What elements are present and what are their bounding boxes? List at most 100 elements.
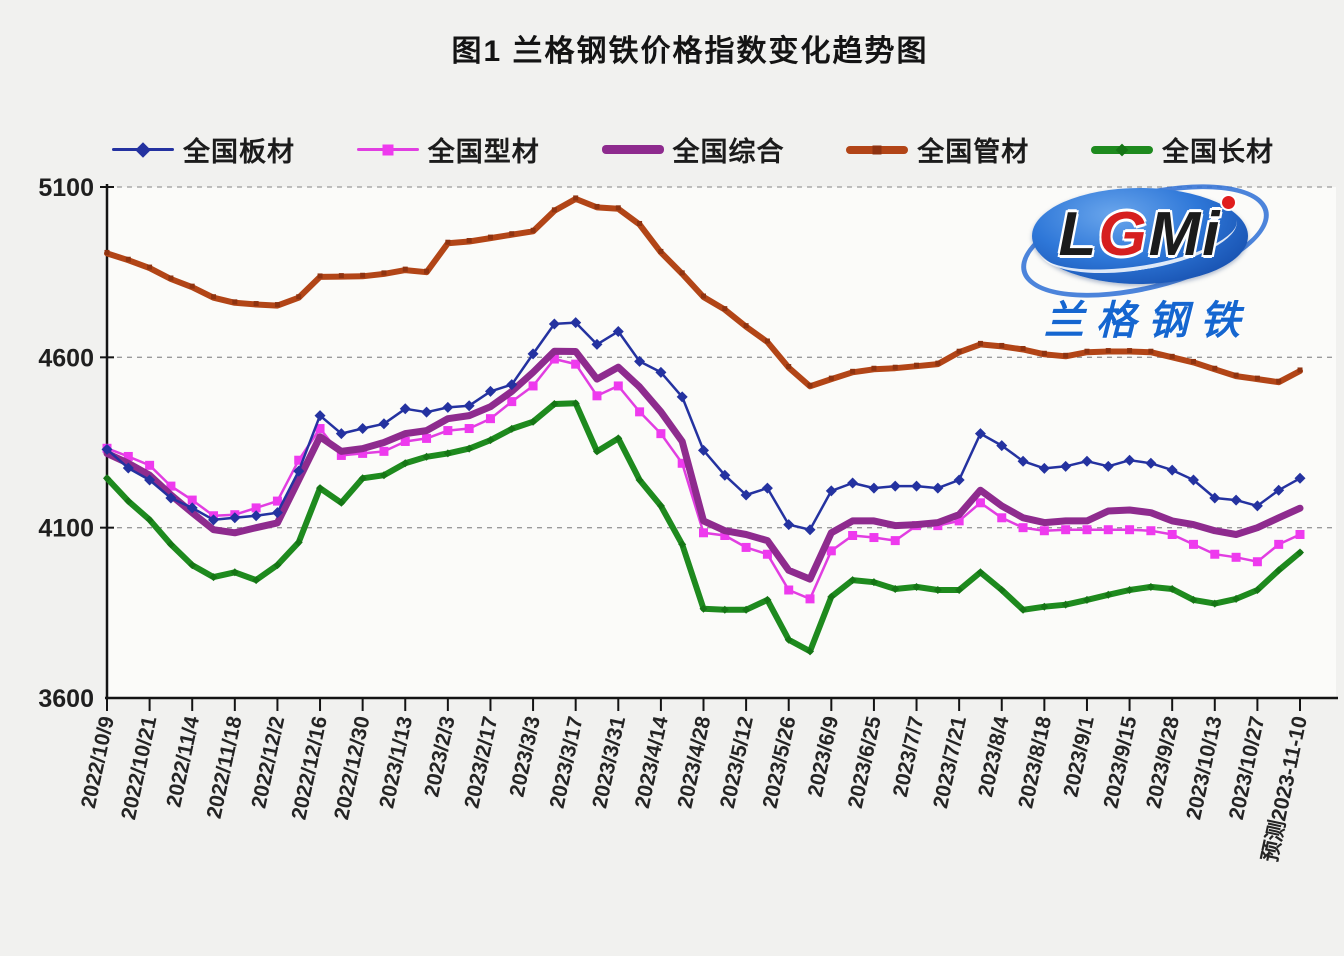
marker-section (805, 594, 815, 604)
marker-section (1295, 529, 1305, 539)
marker-pipe (338, 273, 344, 279)
marker-long (124, 497, 133, 506)
marker-section (635, 407, 645, 417)
marker-plate (612, 325, 624, 337)
legend-label-section: 全国型材 (427, 137, 540, 167)
marker-plate (740, 489, 752, 501)
marker-long (1061, 600, 1070, 609)
marker-long (188, 561, 197, 570)
marker-plate (335, 428, 347, 440)
marker-pipe (296, 294, 302, 300)
marker-pipe (104, 249, 110, 255)
marker-section (336, 450, 346, 460)
marker-plate (357, 423, 369, 435)
marker-plate (932, 482, 944, 494)
marker-section (251, 503, 261, 513)
marker-plate (399, 403, 411, 415)
marker-pipe (871, 365, 877, 371)
legend-label-composite: 全国综合 (672, 137, 785, 167)
marker-plate (591, 338, 603, 350)
legend-item-section: 全国型材 (356, 130, 540, 169)
marker-pipe (573, 195, 579, 201)
x-label-18: 2023/6/25 (844, 714, 886, 810)
marker-pipe (1127, 348, 1133, 354)
marker-pipe (786, 364, 792, 370)
x-label-21: 2023/8/4 (974, 714, 1014, 799)
x-label-0: 2022/10/9 (77, 714, 119, 810)
marker-pipe (168, 275, 174, 281)
marker-plate (527, 348, 539, 360)
marker-long (1210, 599, 1219, 608)
marker-section (784, 585, 794, 595)
marker-plate (144, 474, 156, 486)
x-label-23: 2023/9/1 (1059, 714, 1099, 799)
x-label-10: 2023/3/3 (505, 714, 544, 799)
marker-plate (463, 400, 475, 412)
marker-long (678, 540, 687, 549)
logo-ellipse-icon (1032, 188, 1248, 284)
x-label-25: 2023/9/28 (1142, 714, 1184, 810)
marker-section (166, 481, 176, 491)
marker-section (1210, 549, 1220, 559)
marker-pipe (1233, 372, 1239, 378)
marker-plate (804, 524, 816, 536)
marker-plate (1230, 494, 1242, 506)
marker-long (635, 475, 644, 484)
marker-long (806, 647, 815, 656)
logo-wordmark: LGMi (1032, 198, 1248, 272)
legend: 全国板材 全国型材 全国综合 全国管材 全国长材 (112, 130, 1274, 169)
marker-section (677, 458, 687, 468)
legend-marker-small-square-icon (872, 145, 882, 154)
marker-pipe (1169, 353, 1175, 359)
x-label-16: 2023/5/26 (759, 714, 801, 810)
marker-plate (1017, 455, 1029, 467)
marker-plate (1251, 500, 1263, 512)
marker-long (656, 501, 665, 510)
logo-letter-m: M (1148, 200, 1203, 269)
marker-pipe (658, 248, 664, 254)
marker-long (1189, 595, 1198, 604)
marker-plate (953, 474, 965, 486)
marker-plate (889, 480, 901, 492)
marker-section (507, 397, 517, 407)
marker-long (358, 474, 367, 483)
marker-plate (847, 477, 859, 489)
marker-section (826, 546, 836, 556)
marker-pipe (466, 238, 472, 244)
marker-plate (676, 391, 688, 403)
marker-pipe (1041, 350, 1047, 356)
marker-plate (442, 401, 454, 413)
marker-section (422, 433, 432, 443)
marker-section (741, 542, 751, 552)
marker-long (1253, 586, 1262, 595)
marker-long (1296, 548, 1304, 557)
marker-pipe (402, 266, 408, 272)
marker-pipe (147, 264, 153, 270)
marker-long (1019, 605, 1028, 614)
marker-section (1146, 526, 1156, 536)
marker-plate (548, 318, 560, 330)
series-markers-pipe (104, 195, 1303, 388)
marker-pipe (1148, 348, 1154, 354)
marker-section (762, 549, 772, 559)
marker-long (742, 605, 751, 614)
marker-plate (1209, 492, 1221, 504)
marker-section (954, 516, 964, 526)
marker-long (912, 582, 921, 591)
marker-pipe (274, 302, 280, 308)
marker-long (252, 576, 261, 585)
marker-pipe (232, 299, 238, 305)
marker-long (1146, 582, 1155, 591)
marker-pipe (807, 382, 813, 388)
marker-plate (783, 519, 795, 531)
marker-plate (655, 366, 667, 378)
marker-plate (868, 482, 880, 494)
marker-long (103, 474, 111, 483)
marker-plate (1102, 460, 1114, 472)
marker-long (273, 561, 282, 570)
marker-section (145, 460, 155, 470)
long-line-sample-icon (1091, 139, 1153, 161)
marker-pipe (850, 368, 856, 374)
marker-section (1231, 552, 1241, 562)
marker-section (443, 426, 453, 436)
